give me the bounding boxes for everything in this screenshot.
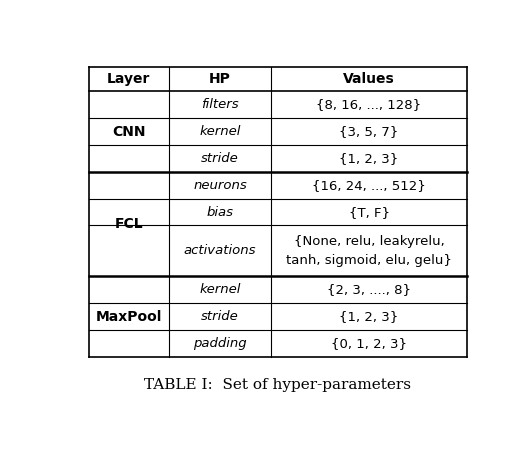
Text: {T, F}: {T, F} bbox=[349, 206, 390, 218]
Text: {0, 1, 2, 3}: {0, 1, 2, 3} bbox=[331, 337, 407, 350]
Text: {1, 2, 3}: {1, 2, 3} bbox=[339, 152, 399, 165]
Text: {1, 2, 3}: {1, 2, 3} bbox=[339, 310, 399, 323]
Text: {8, 16, ..., 128}: {8, 16, ..., 128} bbox=[316, 98, 421, 111]
Text: kernel: kernel bbox=[199, 125, 241, 138]
Text: stride: stride bbox=[201, 152, 239, 165]
Text: padding: padding bbox=[193, 337, 247, 350]
Text: stride: stride bbox=[201, 310, 239, 323]
Text: activations: activations bbox=[184, 244, 256, 257]
Text: Layer: Layer bbox=[107, 72, 151, 86]
Text: TABLE I:  Set of hyper-parameters: TABLE I: Set of hyper-parameters bbox=[144, 378, 411, 392]
Text: Values: Values bbox=[343, 72, 395, 86]
Text: {3, 5, 7}: {3, 5, 7} bbox=[339, 125, 399, 138]
Text: {2, 3, ...., 8}: {2, 3, ...., 8} bbox=[327, 283, 411, 296]
Text: neurons: neurons bbox=[193, 179, 247, 192]
Text: kernel: kernel bbox=[199, 283, 241, 296]
Bar bbox=[89, 67, 467, 357]
Text: FCL: FCL bbox=[114, 217, 143, 231]
Text: filters: filters bbox=[201, 98, 238, 111]
Text: {None, relu, leakyrelu,
tanh, sigmoid, elu, gelu}: {None, relu, leakyrelu, tanh, sigmoid, e… bbox=[286, 235, 452, 267]
Text: CNN: CNN bbox=[112, 124, 145, 138]
Text: {16, 24, ..., 512}: {16, 24, ..., 512} bbox=[312, 179, 426, 192]
Text: MaxPool: MaxPool bbox=[95, 310, 162, 324]
Text: bias: bias bbox=[207, 206, 233, 218]
Text: HP: HP bbox=[209, 72, 231, 86]
